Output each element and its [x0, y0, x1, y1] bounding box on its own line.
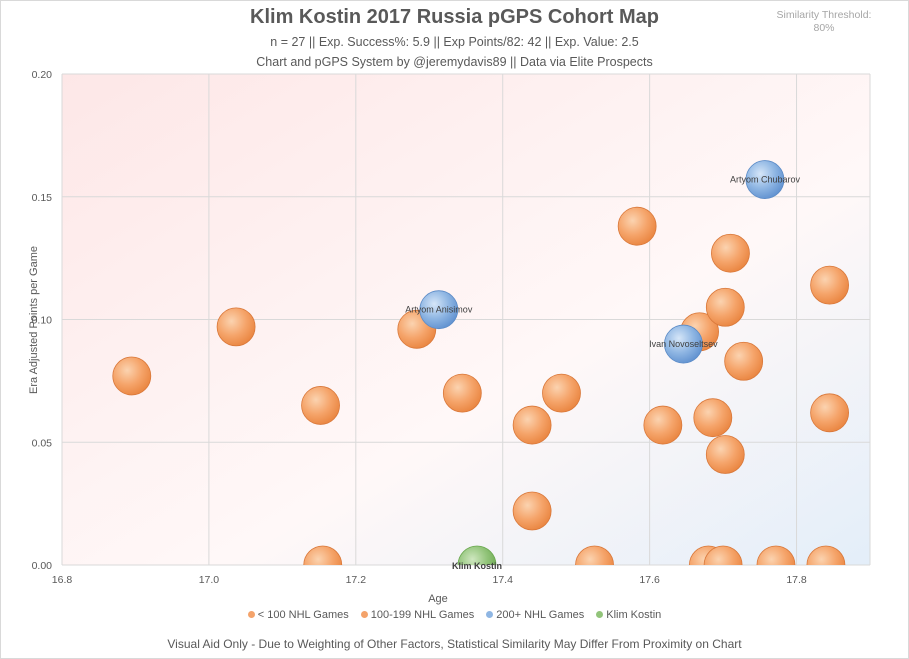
data-point: [575, 545, 614, 565]
data-point: [705, 287, 745, 327]
data-point: [442, 373, 482, 413]
legend-label: < 100 NHL Games: [257, 609, 349, 621]
y-tick-label: 0.05: [32, 437, 53, 449]
legend-marker-icon: [360, 610, 368, 618]
similarity-threshold: Similarity Threshold: 80%: [760, 9, 888, 35]
legend-marker-icon: [486, 610, 494, 618]
chart-subtitle-credits: Chart and pGPS System by @jeremydavis89 …: [256, 55, 653, 69]
data-point: [756, 545, 796, 565]
x-tick-label: 17.0: [199, 574, 220, 586]
legend: < 100 NHL Games 100-199 NHL Games 200+ NHL…: [0, 609, 909, 621]
data-point: [810, 265, 849, 305]
legend-item: < 100 NHL Games: [247, 609, 349, 621]
y-tick-label: 0.20: [32, 69, 53, 81]
similarity-threshold-value: 80%: [813, 22, 835, 34]
footer-note: Visual Aid Only - Due to Weighting of Ot…: [167, 637, 742, 651]
data-point: [711, 233, 750, 273]
chart-title: Klim Kostin 2017 Russia pGPS Cohort Map: [250, 6, 659, 28]
data-point: [643, 405, 683, 445]
legend-label: 200+ NHL Games: [496, 609, 585, 621]
y-tick-label: 0.10: [32, 315, 53, 327]
y-tick-label: 0.15: [32, 192, 53, 204]
data-point: [112, 356, 152, 396]
y-axis-ticks: 0.00 0.05 0.10 0.15 0.20: [32, 69, 53, 572]
data-point: [806, 545, 846, 565]
data-point: [512, 405, 552, 445]
data-point: [419, 290, 459, 330]
x-tick-label: 17.2: [346, 574, 367, 586]
data-point: [301, 386, 340, 425]
legend-item: 200+ NHL Games: [486, 609, 584, 621]
data-point-label: Ivan Novoseltsev: [649, 339, 718, 349]
data-point: [705, 435, 745, 474]
legend-label: Klim Kostin: [606, 609, 662, 621]
similarity-threshold-label: Similarity Threshold:: [776, 9, 872, 21]
legend-label: 100-199 NHL Games: [370, 609, 475, 621]
chart-subtitle-stats: n = 27 || Exp. Success%: 5.9 || Exp Poin…: [270, 35, 639, 49]
legend-item: Klim Kostin: [596, 609, 661, 621]
data-point: [457, 545, 497, 565]
data-point: [693, 398, 733, 438]
legend-marker-icon: [596, 610, 604, 618]
data-point: [745, 160, 785, 199]
data-point: [724, 341, 764, 381]
data-point: [512, 491, 552, 531]
data-point: [216, 307, 256, 347]
data-point: [617, 206, 657, 246]
x-axis-label: Age: [428, 593, 448, 605]
data-point: [542, 373, 581, 413]
data-point: [303, 545, 343, 565]
data-point: [703, 545, 743, 565]
data-point-label: Artyom Chubarov: [730, 175, 801, 185]
data-point: [810, 393, 849, 433]
point-labels: Artyom Anisimov Ivan Novoseltsev Artyom Ch…: [405, 175, 800, 571]
y-axis-label: Era Adjusted Points per Game: [28, 246, 40, 394]
data-point-label: Artyom Anisimov: [405, 305, 473, 315]
x-tick-label: 17.6: [639, 574, 660, 586]
legend-marker-icon: [247, 610, 255, 618]
data-point-label: Klim Kostin: [452, 561, 502, 571]
data-point: [664, 324, 703, 364]
x-tick-label: 17.8: [786, 574, 807, 586]
x-tick-label: 17.4: [493, 574, 514, 586]
y-tick-label: 0.00: [32, 560, 53, 572]
x-tick-label: 16.8: [52, 574, 73, 586]
legend-item: 100-199 NHL Games: [360, 609, 475, 621]
x-axis-ticks: 16.8 17.0 17.2 17.4 17.6 17.8: [52, 574, 807, 586]
data-points: [112, 160, 849, 565]
